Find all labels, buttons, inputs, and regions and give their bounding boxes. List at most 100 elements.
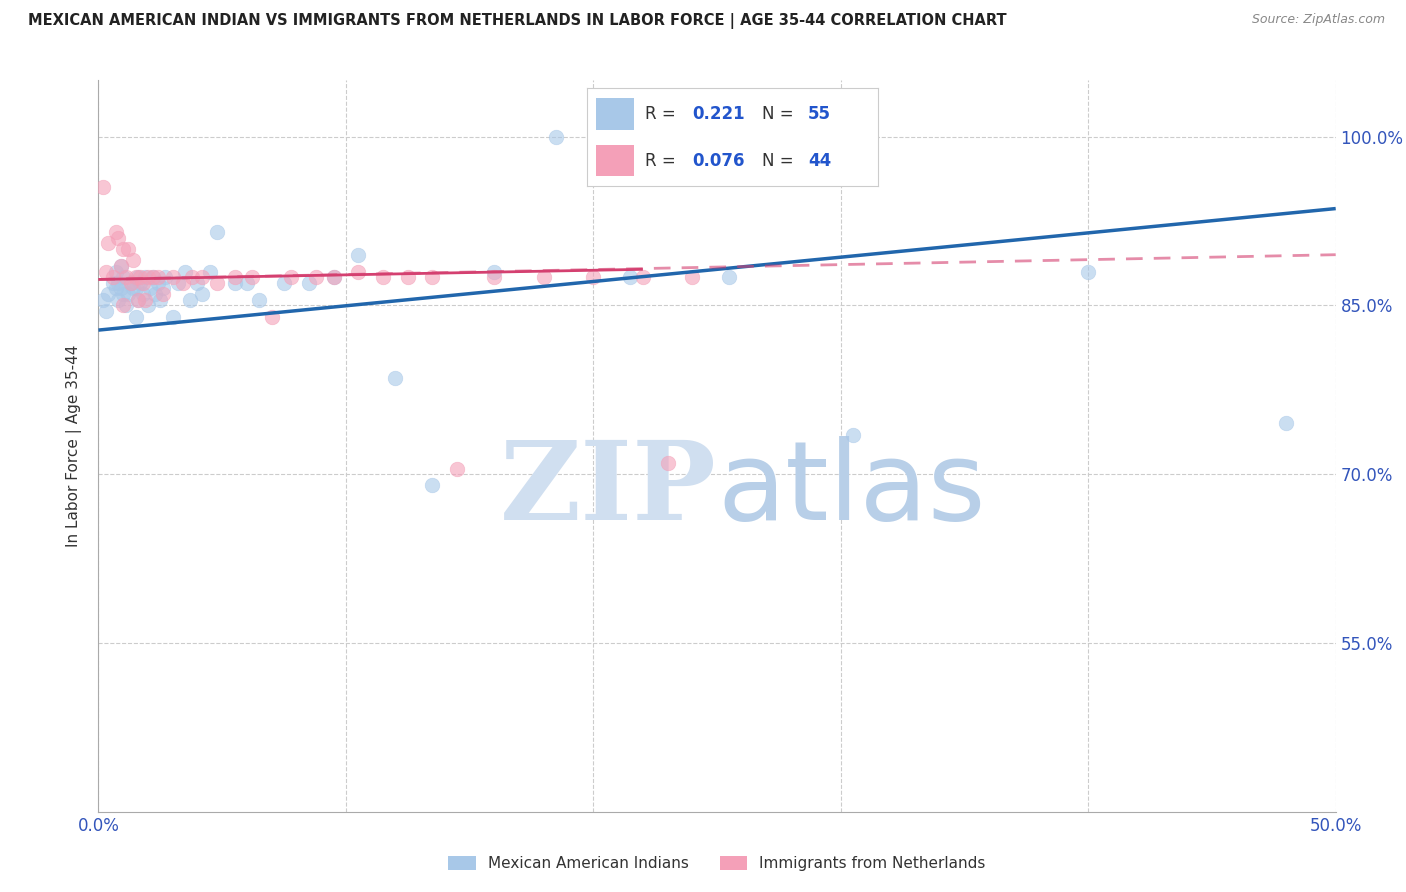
Point [104, 225, 127, 239]
Point [236, 276, 259, 290]
Point [191, 270, 214, 285]
Point [134, 293, 156, 307]
Point [112, 287, 135, 301]
Point [136, 270, 159, 285]
Point [132, 287, 155, 301]
Point [136, 298, 159, 312]
Point [422, 270, 444, 285]
Point [112, 270, 135, 285]
Point [146, 270, 169, 285]
Point [104, 264, 127, 278]
Point [152, 287, 174, 301]
Point [120, 276, 142, 290]
Point [122, 281, 145, 295]
Point [124, 270, 146, 285]
Point [120, 276, 142, 290]
Point [179, 293, 201, 307]
Point [347, 264, 370, 278]
Point [129, 276, 152, 290]
Point [94, 304, 117, 318]
Point [149, 293, 172, 307]
Point [142, 270, 165, 285]
Y-axis label: In Labor Force | Age 35-44: In Labor Force | Age 35-44 [66, 345, 83, 547]
Point [124, 310, 146, 324]
Point [117, 287, 139, 301]
Point [112, 298, 135, 312]
Point [1077, 264, 1099, 278]
Point [152, 281, 174, 295]
Point [93, 180, 115, 194]
Point [110, 259, 132, 273]
Point [322, 270, 344, 285]
Point [166, 276, 188, 290]
Point [224, 270, 246, 285]
Point [132, 276, 155, 290]
Point [112, 242, 135, 256]
Point [134, 270, 156, 285]
Point [127, 270, 149, 285]
Point [127, 293, 149, 307]
Point [191, 287, 214, 301]
Point [127, 293, 149, 307]
Point [842, 427, 865, 442]
Point [143, 287, 166, 301]
Point [103, 270, 125, 285]
Point [533, 270, 555, 285]
Point [718, 270, 741, 285]
Point [114, 298, 136, 312]
Point [174, 264, 197, 278]
Point [305, 270, 328, 285]
Point [172, 276, 194, 290]
Point [422, 478, 444, 492]
Point [97, 236, 120, 251]
Point [93, 293, 115, 307]
Point [681, 270, 703, 285]
Text: ZIP: ZIP [501, 436, 717, 543]
Point [94, 264, 117, 278]
Point [484, 264, 506, 278]
Point [205, 276, 228, 290]
Point [546, 129, 568, 144]
Point [107, 276, 129, 290]
Point [347, 248, 370, 262]
Point [129, 270, 152, 285]
Point [247, 293, 270, 307]
Point [107, 293, 129, 307]
Point [104, 281, 127, 295]
Point [97, 287, 120, 301]
Point [384, 371, 406, 385]
Point [155, 270, 177, 285]
Point [260, 310, 283, 324]
Point [107, 231, 129, 245]
Text: MEXICAN AMERICAN INDIAN VS IMMIGRANTS FROM NETHERLANDS IN LABOR FORCE | AGE 35-4: MEXICAN AMERICAN INDIAN VS IMMIGRANTS FR… [28, 13, 1007, 29]
Point [657, 456, 679, 470]
Point [484, 270, 506, 285]
Point [198, 264, 221, 278]
Point [280, 270, 302, 285]
Legend: Mexican American Indians, Immigrants from Netherlands: Mexican American Indians, Immigrants fro… [443, 850, 991, 877]
Text: Source: ZipAtlas.com: Source: ZipAtlas.com [1251, 13, 1385, 27]
Point [619, 270, 641, 285]
Point [298, 276, 321, 290]
Point [446, 461, 468, 475]
Point [582, 270, 605, 285]
Point [103, 276, 125, 290]
Point [322, 270, 344, 285]
Point [371, 270, 394, 285]
Point [631, 270, 654, 285]
Point [162, 310, 184, 324]
Point [240, 270, 263, 285]
Point [146, 276, 169, 290]
Point [162, 270, 184, 285]
Point [181, 270, 204, 285]
Point [1275, 417, 1298, 431]
Point [117, 242, 139, 256]
Point [114, 270, 136, 285]
Point [186, 276, 208, 290]
Point [124, 281, 146, 295]
Point [110, 281, 132, 295]
Point [396, 270, 419, 285]
Point [139, 281, 162, 295]
Text: atlas: atlas [717, 436, 986, 543]
Point [224, 276, 246, 290]
